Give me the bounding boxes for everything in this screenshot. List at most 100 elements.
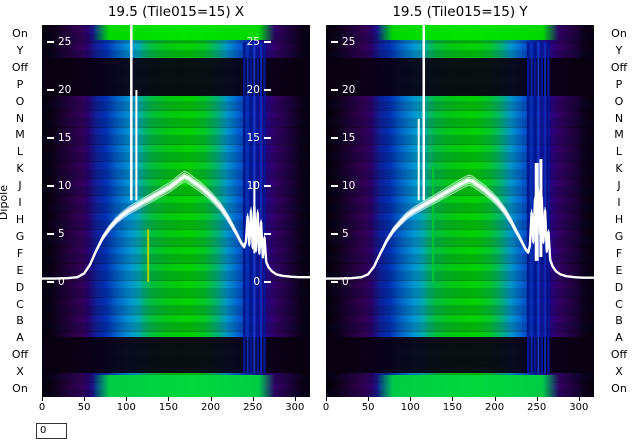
x-tick-mark [536,397,538,401]
bandpass-line [42,174,310,280]
dipole-label: Y [16,43,24,57]
x-tick-label: 200 [485,402,505,413]
dipole-label: D [614,280,624,294]
bandpass-line [42,175,310,280]
dipole-label: M [614,128,624,142]
bright-row-top [376,25,560,40]
dipole-label: G [15,229,25,243]
x-tick-label: 300 [569,402,589,413]
dipole-label: L [615,145,623,159]
x-tick-mark [126,397,128,401]
x-tick-mark [294,397,296,401]
dipole-label: B [615,314,623,328]
dipole-label: M [15,128,25,142]
x-tick-mark [326,397,327,401]
x-tick-label: 150 [442,402,462,413]
x-tick-mark [168,397,170,401]
bandpass-line [326,181,594,280]
corner-textbox[interactable]: 0 [36,423,67,439]
dipole-label: H [15,213,25,226]
bandpass-line [326,176,594,280]
dipole-label: P [16,77,24,91]
x-tick-mark [42,397,43,401]
x-tick-label: 100 [400,402,420,413]
dipole-label: I [617,196,621,210]
x-tick-mark [452,397,454,401]
dipole-label: N [15,111,25,125]
dipole-label: B [16,314,24,328]
dipole-label: C [615,297,623,311]
x-tick-mark [578,397,580,401]
dipole-label: J [18,179,22,193]
bandpass-line [42,172,310,280]
dipole-label: On [611,27,627,40]
dipole-label: O [15,94,25,108]
x-tick-label: 300 [285,402,305,413]
x-tick-mark [368,397,370,401]
bandpass-line [326,184,594,280]
dipole-label: On [12,27,28,40]
dipole-label: L [16,145,24,159]
x-tick-label: 250 [243,402,263,413]
x-tick-label: 200 [201,402,221,413]
bandpass-line [326,182,594,280]
dipole-label: Off [11,348,29,362]
dipole-label: E [16,263,24,277]
bright-row-bottom [376,375,560,397]
x-tick-mark [494,397,496,401]
dipole-label: K [615,162,623,176]
panel-x: 19.5 (Tile015=15) X 25 25 20 20 15 15 10 10 5 5 0 0 [42,4,310,397]
panel-y: 19.5 (Tile015=15) Y 25 20 15 10 5 0 [326,4,594,397]
dipole-label: F [16,246,24,260]
dipole-label: E [615,263,623,277]
overlay-plot-x [42,25,310,374]
dipole-label: On [611,382,627,396]
bandpass-line [326,178,594,280]
dipole-label: C [16,297,24,311]
dipole-label: I [18,196,22,210]
dipole-label: Off [610,348,628,362]
bandpass-line [326,174,594,280]
x-tick-label: 250 [527,402,547,413]
bright-row-bottom [92,375,276,397]
dipole-label: A [16,331,24,345]
bandpass-line [42,177,310,280]
x-tick-label: 0 [38,402,46,413]
bandpass-line [42,170,310,280]
x-tick-mark [210,397,212,401]
x-tick-mark [84,397,86,401]
dipole-label: H [614,213,624,226]
overlay-plot-y [326,25,594,374]
x-tick-mark [410,397,412,401]
dipole-labels-left: On Y Off P O N M L K J I H G F E D C B A Off X On [2,25,38,397]
x-tick-mark [252,397,254,401]
panel-y-title: 19.5 (Tile015=15) Y [392,4,528,20]
bright-row-top [92,25,276,40]
dipole-label: On [12,382,28,396]
dipole-label: N [614,111,624,125]
dipole-label: O [614,94,624,108]
panel-x-title: 19.5 (Tile015=15) X [107,4,245,20]
dipole-label: J [617,179,621,193]
dipole-label: X [615,365,623,379]
x-tick-label: 50 [361,402,375,413]
dipole-label: A [615,331,623,345]
bandpass-line [42,181,310,280]
x-tick-label: 100 [116,402,136,413]
dipole-label: Off [11,60,29,74]
dipole-label: F [615,246,623,260]
bandpass-line [326,178,594,280]
x-tick-label: 0 [322,402,330,413]
dipole-label: X [16,365,24,379]
dipole-label: Off [610,60,628,74]
dipole-label: K [16,162,24,176]
dipole-label: Y [615,43,623,57]
dipole-labels-right: On Y Off P O N M L K J I H G F E D C B A Off X On [600,25,638,397]
dipole-label: P [615,77,623,91]
x-tick-label: 50 [77,402,91,413]
dipole-label: G [614,229,624,243]
bandpass-line [42,179,310,280]
x-tick-label: 150 [158,402,178,413]
dipole-label: D [15,280,25,294]
